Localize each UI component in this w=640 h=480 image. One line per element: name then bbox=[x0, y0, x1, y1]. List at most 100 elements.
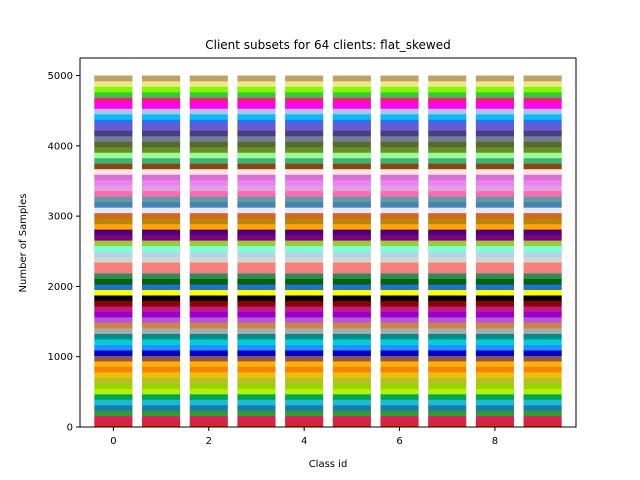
bar-segment-class-2-client-13 bbox=[189, 350, 228, 356]
bar-segment-class-0-client-11 bbox=[94, 361, 133, 367]
bar-segment-class-5-client-10 bbox=[332, 366, 371, 373]
bar-segment-class-7-client-54 bbox=[428, 124, 467, 131]
bar-segment-class-2-client-62 bbox=[189, 81, 228, 87]
bar-segment-class-4-client-46 bbox=[285, 168, 324, 175]
bar-segment-class-0-client-34 bbox=[94, 234, 133, 241]
bar-segment-class-4-client-12 bbox=[285, 355, 324, 362]
bar-segment-class-2-client-4 bbox=[189, 399, 228, 406]
bar-segment-class-7-client-19 bbox=[428, 317, 467, 323]
bar-segment-class-5-client-12 bbox=[332, 355, 371, 362]
bar-segment-class-6-client-49 bbox=[380, 152, 419, 159]
bar-segment-class-0-client-24 bbox=[94, 289, 133, 296]
bar-segment-class-1-client-44 bbox=[142, 179, 181, 186]
bar-segment-class-3-client-60 bbox=[237, 92, 276, 98]
bar-segment-class-5-client-19 bbox=[332, 317, 371, 323]
bar-segment-class-7-client-45 bbox=[428, 174, 467, 181]
bar-segment-class-7-client-60 bbox=[428, 92, 467, 98]
bar-segment-class-3-client-53 bbox=[237, 130, 276, 137]
bar-segment-class-8-client-20 bbox=[475, 311, 514, 318]
bar-segment-class-8-client-60 bbox=[475, 92, 514, 98]
bar-segment-class-8-client-47 bbox=[475, 163, 514, 170]
bar-segment-class-0-client-31 bbox=[94, 251, 133, 258]
bar-segment-class-0-client-16 bbox=[94, 333, 133, 340]
bar-segment-class-1-client-33 bbox=[142, 240, 181, 247]
bar-segment-class-7-client-53 bbox=[428, 130, 467, 137]
bar-segment-class-9-client-16 bbox=[523, 333, 562, 340]
bar-segment-class-0-client-61 bbox=[94, 86, 133, 93]
bar-segment-class-0-client-37 bbox=[94, 218, 133, 225]
bar-segment-class-3-client-55 bbox=[237, 119, 276, 126]
bar-segment-class-1-client-26 bbox=[142, 278, 181, 285]
bar-segment-class-6-client-39 bbox=[380, 207, 419, 214]
bar-segment-class-4-client-16 bbox=[285, 333, 324, 340]
bar-segment-class-7-client-46 bbox=[428, 168, 467, 175]
bar-segment-class-9-client-37 bbox=[523, 218, 562, 225]
bar-segment-class-3-client-63 bbox=[237, 75, 276, 82]
bar-segment-class-8-client-29 bbox=[475, 262, 514, 269]
bar-segment-class-8-client-5 bbox=[475, 394, 514, 400]
bar-segment-class-0-client-27 bbox=[94, 273, 133, 280]
bar-segment-class-9-client-7 bbox=[523, 383, 562, 389]
bar-segment-class-2-client-28 bbox=[189, 267, 228, 274]
bar-segment-class-6-client-3 bbox=[380, 405, 419, 411]
bar-segment-class-6-client-2 bbox=[380, 410, 419, 417]
bar-segment-class-1-client-14 bbox=[142, 344, 181, 351]
bar-segment-class-7-client-43 bbox=[428, 185, 467, 192]
y-tick-label: 4000 bbox=[48, 141, 73, 152]
bar-segment-class-8-client-4 bbox=[475, 399, 514, 406]
bar-segment-class-4-client-1 bbox=[285, 416, 324, 422]
bar-segment-class-9-client-44 bbox=[523, 179, 562, 186]
bar-segment-class-1-client-34 bbox=[142, 234, 181, 241]
bar-segment-class-6-client-56 bbox=[380, 114, 419, 120]
bar-segment-class-8-client-8 bbox=[475, 377, 514, 384]
bar-segment-class-6-client-4 bbox=[380, 399, 419, 406]
bar-segment-class-1-client-23 bbox=[142, 295, 181, 301]
bar-segment-class-7-client-11 bbox=[428, 361, 467, 367]
y-tick-label: 3000 bbox=[48, 212, 73, 223]
bar-segment-class-5-client-33 bbox=[332, 240, 371, 247]
bar-segment-class-0-client-49 bbox=[94, 152, 133, 159]
bar-segment-class-4-client-48 bbox=[285, 157, 324, 164]
bar-segment-class-8-client-18 bbox=[475, 322, 514, 329]
bar-segment-class-9-client-29 bbox=[523, 262, 562, 269]
bar-segment-class-9-client-51 bbox=[523, 141, 562, 148]
bar-segment-class-1-client-48 bbox=[142, 157, 181, 164]
x-tick-label: 8 bbox=[492, 436, 498, 447]
bar-segment-class-4-client-9 bbox=[285, 372, 324, 378]
bar-segment-class-8-client-34 bbox=[475, 234, 514, 241]
bar-segment-class-9-client-9 bbox=[523, 372, 562, 378]
bar-segment-class-0-client-43 bbox=[94, 185, 133, 192]
y-axis-label: Number of Samples bbox=[18, 194, 29, 293]
bar-segment-class-9-client-26 bbox=[523, 278, 562, 285]
bar-segment-class-9-client-13 bbox=[523, 350, 562, 356]
bar-segment-class-1-client-10 bbox=[142, 366, 181, 373]
bar-segment-class-6-client-51 bbox=[380, 141, 419, 148]
bar-segment-class-4-client-55 bbox=[285, 119, 324, 126]
bar-segment-class-2-client-48 bbox=[189, 157, 228, 164]
bar-segment-class-5-client-46 bbox=[332, 168, 371, 175]
bar-segment-class-8-client-7 bbox=[475, 383, 514, 389]
bar-segment-class-1-client-54 bbox=[142, 124, 181, 131]
bar-segment-class-6-client-62 bbox=[380, 81, 419, 87]
bar-segment-class-7-client-27 bbox=[428, 273, 467, 280]
bar-segment-class-5-client-16 bbox=[332, 333, 371, 340]
bar-segment-class-9-client-3 bbox=[523, 405, 562, 411]
bar-segment-class-2-client-11 bbox=[189, 361, 228, 367]
bar-segment-class-0-client-51 bbox=[94, 141, 133, 148]
bar-segment-class-4-client-59 bbox=[285, 97, 324, 104]
bar-segment-class-5-client-13 bbox=[332, 350, 371, 356]
bar-segment-class-2-client-15 bbox=[189, 339, 228, 345]
bar-segment-class-6-client-11 bbox=[380, 361, 419, 367]
bar-segment-class-3-client-18 bbox=[237, 322, 276, 329]
bar-segment-class-6-client-24 bbox=[380, 289, 419, 296]
bar-segment-class-4-client-52 bbox=[285, 135, 324, 142]
bar-segment-class-5-client-38 bbox=[332, 212, 371, 219]
bar-segment-class-6-client-48 bbox=[380, 157, 419, 164]
chart-title: Client subsets for 64 clients: flat_skew… bbox=[205, 38, 451, 52]
bar-segment-class-1-client-43 bbox=[142, 185, 181, 192]
bar-segment-class-4-client-32 bbox=[285, 245, 324, 252]
bar-segment-class-4-client-36 bbox=[285, 223, 324, 230]
y-tick-label: 0 bbox=[67, 423, 73, 434]
bar-segment-class-4-client-15 bbox=[285, 339, 324, 345]
bar-segment-class-4-client-3 bbox=[285, 405, 324, 411]
